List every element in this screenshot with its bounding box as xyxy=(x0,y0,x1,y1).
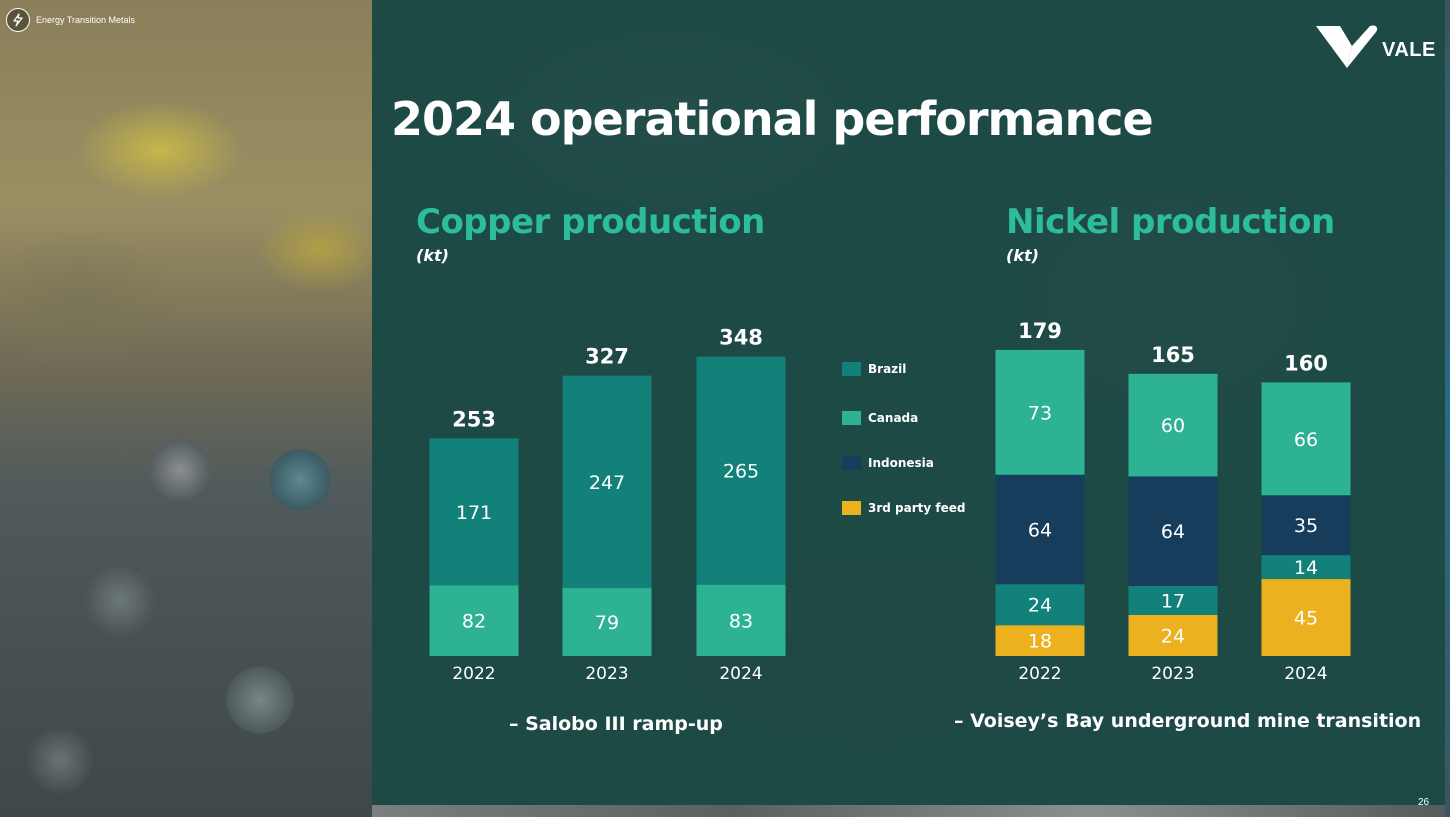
copper-data-label-brazil-2024: 265 xyxy=(723,461,759,483)
legend-label-indonesia: Indonesia xyxy=(868,456,934,470)
background-photo-ore-and-nickel xyxy=(0,0,372,817)
copper-unit-label: (kt) xyxy=(416,246,449,265)
nickel-total-label-2023: 165 xyxy=(1151,343,1195,367)
logo-text: VALE xyxy=(1382,38,1436,61)
nickel-data-label-indonesia-2022: 64 xyxy=(1028,519,1052,541)
nickel-data-label-brazil-2022: 24 xyxy=(1028,595,1052,617)
nickel-data-label-3rd-party-feed-2024: 45 xyxy=(1294,608,1318,630)
nickel-data-label-canada-2024: 66 xyxy=(1294,429,1318,451)
legend-swatch-canada xyxy=(842,411,861,425)
copper-bar-brazil-2023 xyxy=(562,375,652,589)
nickel-data-label-brazil-2024: 14 xyxy=(1294,557,1318,579)
bottom-photo-strip xyxy=(372,805,1450,817)
copper-total-label-2022: 253 xyxy=(452,407,496,431)
brand-tag-label: Energy Transition Metals xyxy=(36,15,136,25)
nickel-data-label-3rd-party-feed-2023: 24 xyxy=(1161,625,1185,647)
legend-label-canada: Canada xyxy=(868,411,919,425)
copper-bar-canada-2022 xyxy=(429,585,519,656)
copper-total-label-2024: 348 xyxy=(719,326,763,350)
nickel-chart-title: Nickel production xyxy=(1006,202,1335,242)
copper-chart-title: Copper production xyxy=(416,202,765,242)
copper-data-label-brazil-2023: 247 xyxy=(589,472,625,494)
copper-data-label-canada-2023: 79 xyxy=(595,612,619,634)
right-photo-strip xyxy=(1445,0,1450,817)
nickel-x-tick-label-2023: 2023 xyxy=(1151,664,1194,684)
nickel-bar-3rd-party-feed-2023 xyxy=(1128,614,1218,656)
legend-label-third-party: 3rd party feed xyxy=(868,501,966,515)
nickel-x-tick-label-2022: 2022 xyxy=(1018,664,1061,684)
nickel-bar-canada-2023 xyxy=(1128,373,1218,477)
copper-total-label-2023: 327 xyxy=(585,345,629,369)
nickel-data-label-canada-2022: 73 xyxy=(1028,402,1052,424)
nickel-bar-brazil-2022 xyxy=(995,584,1085,626)
legend-swatch-indonesia xyxy=(842,456,861,470)
slide-number: 26 xyxy=(1418,797,1430,808)
copper-x-tick-label-2024: 2024 xyxy=(719,664,762,684)
legend-swatch-third-party xyxy=(842,501,861,515)
legend-item-brazil: Brazil xyxy=(842,362,906,376)
nickel-footnote: – Voisey’s Bay underground mine transiti… xyxy=(954,710,1422,732)
legend-swatch-brazil xyxy=(842,362,861,376)
nickel-data-label-indonesia-2023: 64 xyxy=(1161,521,1185,543)
nickel-bar-indonesia-2023 xyxy=(1128,476,1218,586)
legend-label-brazil: Brazil xyxy=(868,362,907,376)
nickel-bar-brazil-2023 xyxy=(1128,585,1218,615)
page-title: 2024 operational performance xyxy=(391,92,1154,146)
nickel-bar-indonesia-2022 xyxy=(995,474,1085,585)
nickel-x-tick-label-2024: 2024 xyxy=(1284,664,1327,684)
nickel-bar-3rd-party-feed-2022 xyxy=(995,625,1085,656)
copper-x-tick-label-2022: 2022 xyxy=(452,664,495,684)
nickel-total-label-2024: 160 xyxy=(1284,351,1328,375)
nickel-data-label-indonesia-2024: 35 xyxy=(1294,515,1318,537)
copper-data-label-canada-2024: 83 xyxy=(729,610,753,632)
brand-tag: Energy Transition Metals xyxy=(6,8,135,32)
lightning-bolt-icon xyxy=(6,8,30,32)
nickel-unit-label: (kt) xyxy=(1006,246,1039,265)
nickel-total-label-2022: 179 xyxy=(1018,319,1062,343)
nickel-data-label-3rd-party-feed-2022: 18 xyxy=(1028,631,1052,653)
copper-bar-canada-2023 xyxy=(562,588,652,656)
nickel-bar-brazil-2024 xyxy=(1261,555,1351,580)
legend-item-third-party: 3rd party feed xyxy=(842,501,965,515)
legend-item-canada: Canada xyxy=(842,411,918,425)
nickel-bar-indonesia-2024 xyxy=(1261,495,1351,556)
nickel-data-label-canada-2023: 60 xyxy=(1161,415,1185,437)
copper-x-tick-label-2023: 2023 xyxy=(585,664,628,684)
copper-footnote: – Salobo III ramp-up xyxy=(509,713,723,735)
copper-bar-brazil-2024 xyxy=(696,356,786,585)
nickel-data-label-brazil-2023: 17 xyxy=(1161,590,1185,612)
nickel-bar-canada-2022 xyxy=(995,349,1085,475)
copper-data-label-canada-2022: 82 xyxy=(462,611,486,633)
legend-item-indonesia: Indonesia xyxy=(842,456,934,470)
copper-data-label-brazil-2022: 171 xyxy=(456,502,492,524)
nickel-bar-canada-2024 xyxy=(1261,382,1351,496)
vale-v-icon xyxy=(1316,25,1378,69)
copper-bar-canada-2024 xyxy=(696,584,786,656)
copper-bar-brazil-2022 xyxy=(429,438,519,586)
vale-logo: VALE xyxy=(1314,22,1436,70)
nickel-bar-3rd-party-feed-2024 xyxy=(1261,579,1351,656)
